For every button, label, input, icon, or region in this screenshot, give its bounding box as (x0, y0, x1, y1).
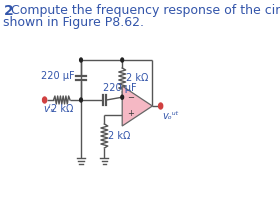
Circle shape (80, 98, 82, 102)
Circle shape (158, 103, 163, 109)
Text: +: + (127, 109, 134, 119)
Circle shape (43, 97, 47, 103)
Polygon shape (122, 86, 152, 126)
Text: 2 kΩ: 2 kΩ (52, 104, 74, 114)
Text: 220 μF: 220 μF (41, 71, 74, 81)
Circle shape (80, 58, 82, 62)
Text: vᴵₙ: vᴵₙ (43, 104, 55, 114)
Text: −: − (127, 94, 134, 103)
Text: 2: 2 (3, 4, 13, 18)
Text: 2 kΩ: 2 kΩ (108, 131, 131, 141)
Text: 220 μF: 220 μF (103, 83, 137, 93)
Text: vₒᵘᵗ: vₒᵘᵗ (162, 111, 179, 121)
Text: Compute the frequency response of the circuit: Compute the frequency response of the ci… (11, 4, 280, 17)
Text: shown in Figure P8.62.: shown in Figure P8.62. (3, 16, 144, 29)
Circle shape (121, 58, 123, 62)
Text: 2 kΩ: 2 kΩ (126, 73, 149, 83)
Circle shape (121, 95, 123, 99)
